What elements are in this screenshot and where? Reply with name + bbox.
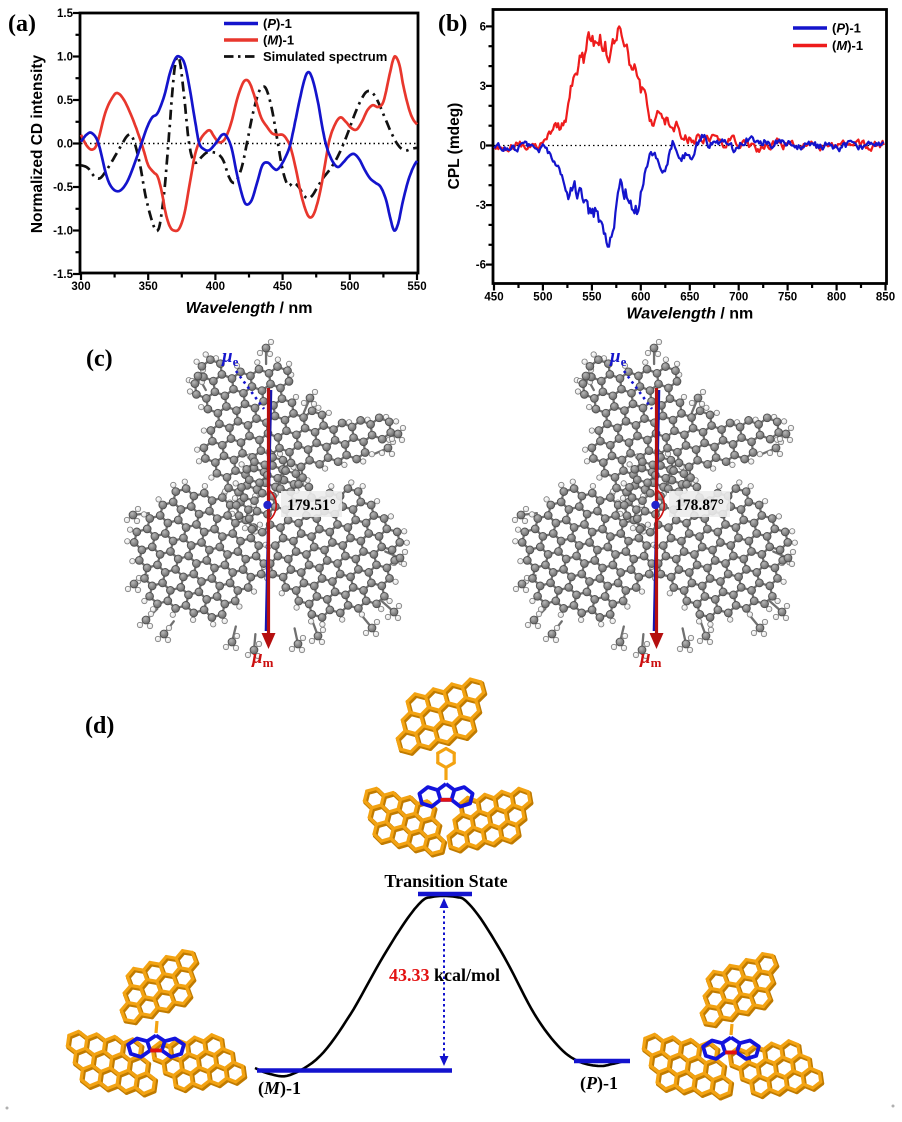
svg-text:(M)-1: (M)-1 xyxy=(263,33,294,48)
svg-text:(a): (a) xyxy=(8,11,36,37)
svg-text:43.33 kcal/mol: 43.33 kcal/mol xyxy=(389,965,500,985)
svg-text:Transition State: Transition State xyxy=(384,871,507,891)
svg-text:350: 350 xyxy=(139,281,158,293)
svg-text:(P)-1: (P)-1 xyxy=(263,16,292,31)
svg-text:-1.5: -1.5 xyxy=(53,269,73,281)
svg-text:(d): (d) xyxy=(85,713,114,739)
svg-text:(P)-1: (P)-1 xyxy=(580,1073,618,1094)
svg-text:300: 300 xyxy=(71,281,90,293)
svg-text:1.5: 1.5 xyxy=(57,8,74,20)
svg-text:-6: -6 xyxy=(476,260,486,272)
svg-text:1.0: 1.0 xyxy=(57,52,73,64)
svg-text:-3: -3 xyxy=(476,200,486,212)
svg-text:550: 550 xyxy=(582,292,601,304)
svg-text:178.87°: 178.87° xyxy=(675,497,724,514)
svg-text:0.5: 0.5 xyxy=(57,95,74,107)
svg-text:μm: μm xyxy=(251,647,274,670)
svg-text:Simulated spectrum: Simulated spectrum xyxy=(263,49,387,64)
svg-text:Wavelength / nm: Wavelength / nm xyxy=(186,300,313,317)
svg-text:500: 500 xyxy=(340,281,359,293)
svg-text:6: 6 xyxy=(480,21,486,33)
svg-text:450: 450 xyxy=(484,292,503,304)
svg-text:(b): (b) xyxy=(438,11,467,37)
svg-text:(M)-1: (M)-1 xyxy=(258,1078,301,1099)
svg-text:(M)-1: (M)-1 xyxy=(832,38,863,53)
svg-text:μe: μe xyxy=(609,346,627,369)
svg-text:-0.5: -0.5 xyxy=(53,182,73,194)
svg-text:(P)-1: (P)-1 xyxy=(832,21,861,36)
svg-text:μe: μe xyxy=(221,346,239,369)
svg-text:650: 650 xyxy=(680,292,699,304)
svg-text:500: 500 xyxy=(533,292,552,304)
svg-text:(c): (c) xyxy=(86,346,113,372)
svg-text:450: 450 xyxy=(273,281,292,293)
svg-text:600: 600 xyxy=(631,292,650,304)
svg-text:400: 400 xyxy=(206,281,225,293)
svg-text:700: 700 xyxy=(729,292,748,304)
svg-text:3: 3 xyxy=(480,81,486,93)
svg-text:Normalized CD intensity: Normalized CD intensity xyxy=(29,54,46,233)
svg-text:μm: μm xyxy=(639,647,662,670)
svg-text:-1.0: -1.0 xyxy=(53,226,73,238)
svg-text:550: 550 xyxy=(407,281,426,293)
svg-text:800: 800 xyxy=(827,292,846,304)
svg-text:850: 850 xyxy=(876,292,895,304)
svg-text:179.51°: 179.51° xyxy=(287,497,336,514)
svg-text:0.0: 0.0 xyxy=(57,139,73,151)
svg-text:750: 750 xyxy=(778,292,797,304)
svg-text:0: 0 xyxy=(480,141,486,153)
svg-text:CPL (mdeg): CPL (mdeg) xyxy=(446,103,463,190)
svg-text:Wavelength / nm: Wavelength / nm xyxy=(626,306,753,323)
